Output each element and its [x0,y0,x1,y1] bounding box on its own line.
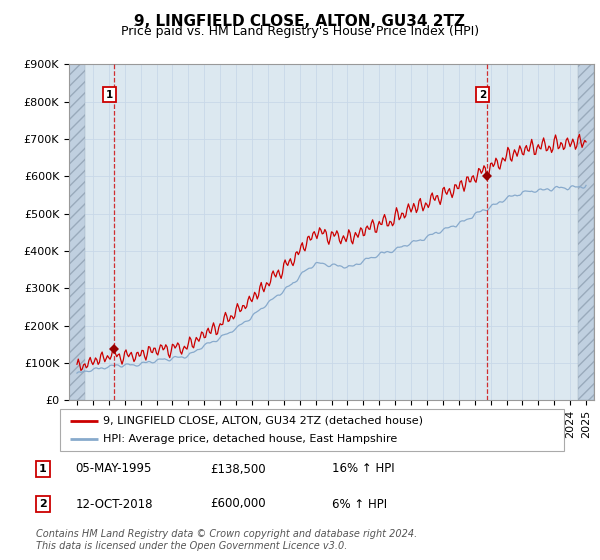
Text: Price paid vs. HM Land Registry's House Price Index (HPI): Price paid vs. HM Land Registry's House … [121,25,479,38]
Text: 9, LINGFIELD CLOSE, ALTON, GU34 2TZ: 9, LINGFIELD CLOSE, ALTON, GU34 2TZ [134,14,466,29]
Bar [69,64,85,400]
Text: £600,000: £600,000 [210,497,266,511]
FancyBboxPatch shape [60,409,564,451]
Text: Contains HM Land Registry data © Crown copyright and database right 2024.
This d: Contains HM Land Registry data © Crown c… [36,529,417,551]
Text: 16% ↑ HPI: 16% ↑ HPI [332,463,394,475]
Text: 6% ↑ HPI: 6% ↑ HPI [332,497,387,511]
Text: £138,500: £138,500 [210,463,266,475]
Text: 2: 2 [479,90,486,100]
Text: 1: 1 [106,90,113,100]
Text: 9, LINGFIELD CLOSE, ALTON, GU34 2TZ (detached house): 9, LINGFIELD CLOSE, ALTON, GU34 2TZ (det… [103,416,423,426]
Text: 05-MAY-1995: 05-MAY-1995 [76,463,152,475]
Bar [578,64,594,400]
Text: 1: 1 [38,464,46,474]
Text: HPI: Average price, detached house, East Hampshire: HPI: Average price, detached house, East… [103,435,397,445]
Text: 2: 2 [38,499,46,509]
Text: 12-OCT-2018: 12-OCT-2018 [76,497,153,511]
